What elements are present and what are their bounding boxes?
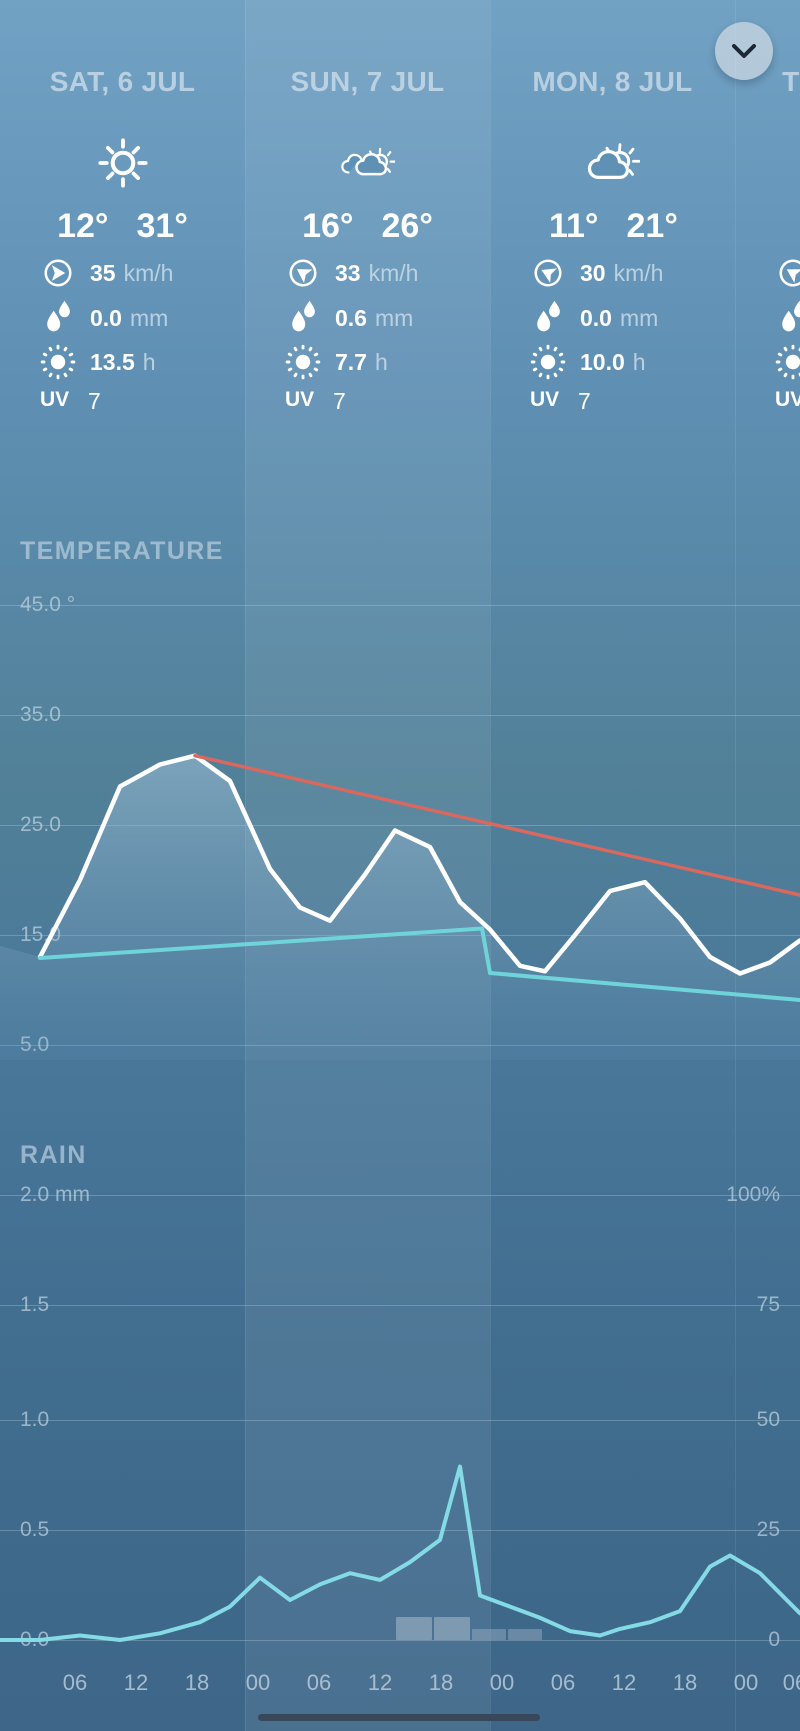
svg-text:00: 00 xyxy=(246,1670,270,1695)
svg-text:18: 18 xyxy=(185,1670,209,1695)
svg-text:06: 06 xyxy=(307,1670,331,1695)
svg-text:06: 06 xyxy=(63,1670,87,1695)
svg-text:06: 06 xyxy=(551,1670,575,1695)
svg-text:12: 12 xyxy=(612,1670,636,1695)
svg-text:00: 00 xyxy=(490,1670,514,1695)
svg-text:00: 00 xyxy=(734,1670,758,1695)
svg-text:18: 18 xyxy=(673,1670,697,1695)
svg-text:06: 06 xyxy=(783,1670,800,1695)
svg-text:12: 12 xyxy=(124,1670,148,1695)
svg-text:18: 18 xyxy=(429,1670,453,1695)
svg-text:12: 12 xyxy=(368,1670,392,1695)
